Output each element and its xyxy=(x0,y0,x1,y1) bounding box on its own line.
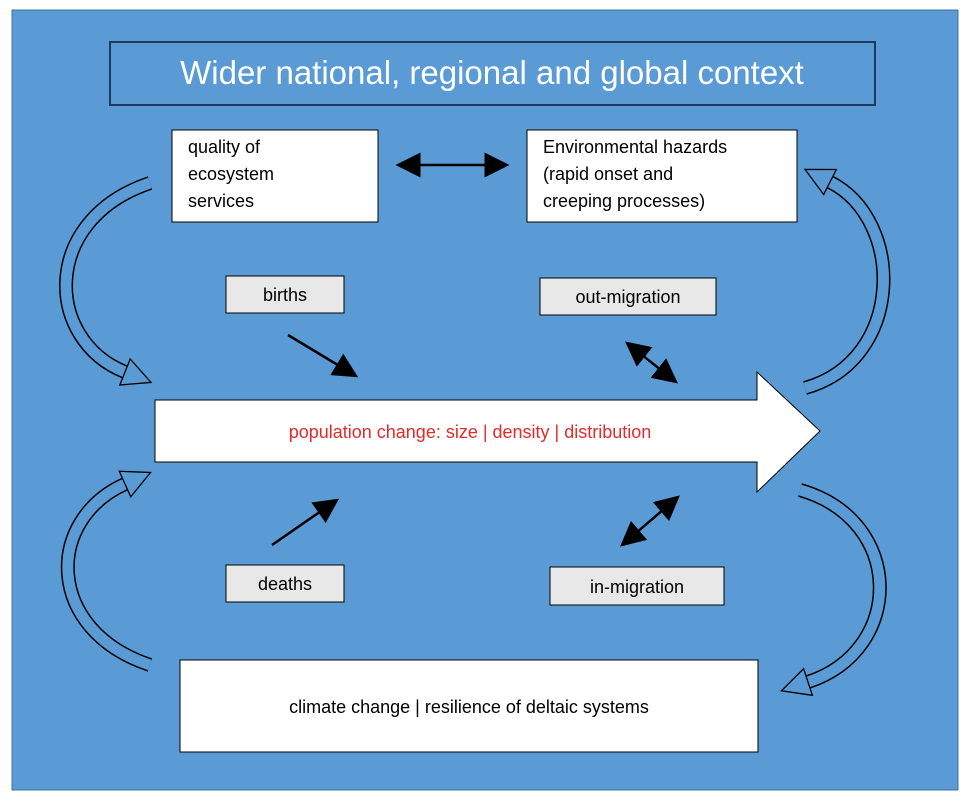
node-box xyxy=(225,275,345,314)
title: Wider national, regional and global cont… xyxy=(180,54,804,91)
node-box xyxy=(539,277,717,316)
node-box xyxy=(171,129,379,223)
node-label: services xyxy=(188,191,254,211)
node-label: in-migration xyxy=(590,577,684,597)
node-label: (rapid onset and xyxy=(543,164,673,184)
node-label: climate change | resilience of deltaic s… xyxy=(289,697,649,717)
node-box xyxy=(179,659,759,753)
node-box xyxy=(549,566,725,606)
node-label: quality of xyxy=(188,137,261,157)
node-label: population change: size | density | dist… xyxy=(289,422,652,442)
title-box xyxy=(109,41,876,106)
node-box xyxy=(225,564,345,603)
node-label: out-migration xyxy=(575,287,680,307)
node-label: creeping processes) xyxy=(543,191,705,211)
node-label: deaths xyxy=(258,574,312,594)
node-label: ecosystem xyxy=(188,164,274,184)
curved-arrows xyxy=(59,168,891,697)
node-label: Environmental hazards xyxy=(543,137,727,157)
arrows xyxy=(271,152,680,547)
main-arrow xyxy=(154,370,821,494)
node-label: births xyxy=(263,285,307,305)
node-box xyxy=(526,129,798,223)
